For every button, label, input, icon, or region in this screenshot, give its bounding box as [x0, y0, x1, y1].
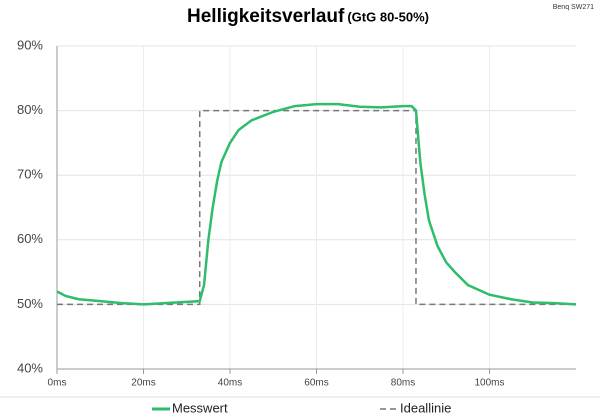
legend-label: Ideallinie [400, 400, 451, 415]
x-tick-label: 40ms [218, 378, 242, 389]
y-tick-label: 70% [17, 167, 43, 182]
x-tick-label: 60ms [304, 378, 328, 389]
series-line [57, 109, 576, 306]
y-tick-label: 90% [17, 37, 43, 52]
y-tick-label: 80% [17, 102, 43, 117]
legend-label: Messwert [172, 400, 228, 415]
y-tick-label: 60% [17, 231, 43, 246]
annotation: Benq SW271 [553, 4, 594, 11]
chart-subtitle: (GtG 80-50%) [347, 9, 429, 24]
x-tick-label: 0ms [48, 378, 67, 389]
y-tick-label: 40% [17, 360, 43, 375]
chart-title: Helligkeitsverlauf [187, 6, 345, 27]
y-tick-label: 50% [17, 296, 43, 311]
x-tick-label: 80ms [391, 378, 415, 389]
x-tick-label: 100ms [474, 378, 504, 389]
series-line [56, 102, 577, 306]
x-tick-label: 20ms [131, 378, 155, 389]
